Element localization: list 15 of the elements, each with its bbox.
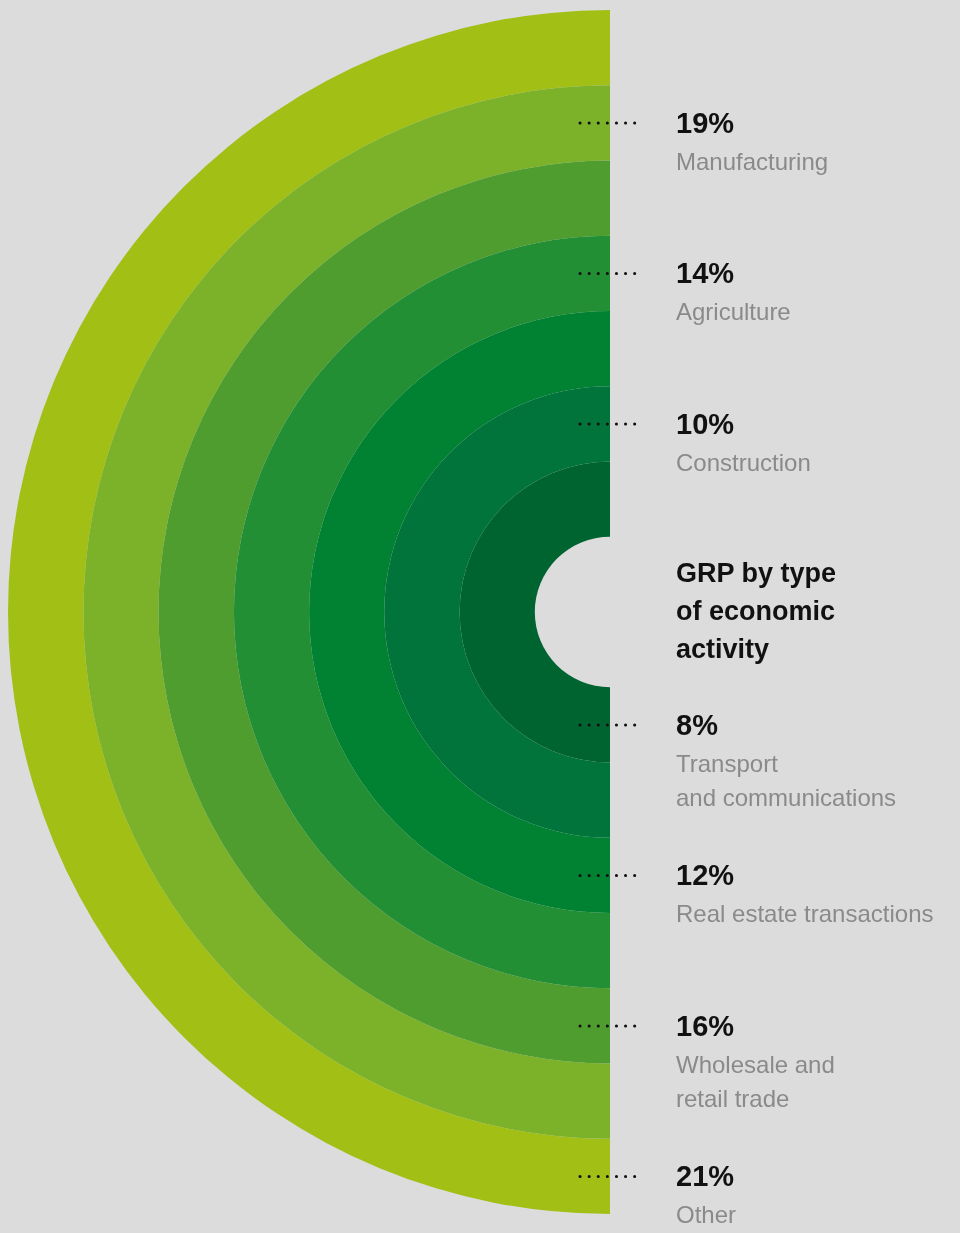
data-label: 12% <box>676 859 735 892</box>
data-label: 14% <box>676 257 735 290</box>
data-label: 19% <box>676 106 735 139</box>
data-label: 8% <box>676 708 719 741</box>
category-label: Transport and communications <box>676 749 897 811</box>
category-label: Agriculture <box>676 298 791 326</box>
category-label: Wholesale and retail trade <box>676 1050 835 1112</box>
data-label: 21% <box>676 1160 735 1193</box>
category-label: Construction <box>676 448 811 476</box>
category-label: Manufacturing <box>676 147 829 175</box>
category-label: Real estate transactions <box>676 900 934 928</box>
category-label: Other <box>676 1201 737 1229</box>
data-label: 10% <box>676 407 735 440</box>
data-label: 16% <box>676 1009 735 1042</box>
text: GRP by type of economic activity <box>676 558 837 664</box>
